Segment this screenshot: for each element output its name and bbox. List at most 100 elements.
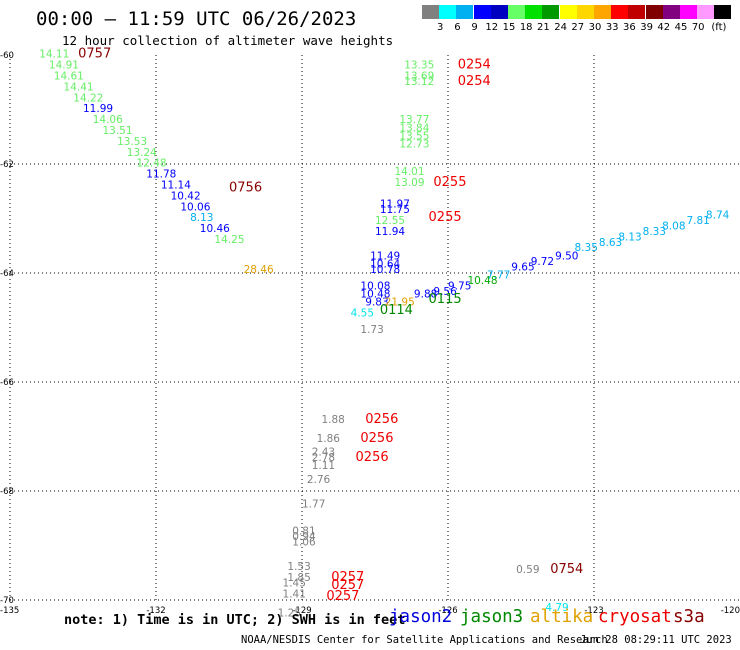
wave-height-value: 7.77 bbox=[487, 269, 510, 281]
wave-height-value: 13.35 bbox=[404, 60, 434, 72]
wave-height-value: 1.25 bbox=[278, 607, 301, 619]
wave-height-value: 11.99 bbox=[83, 103, 113, 115]
wave-height-value: 13.09 bbox=[394, 177, 424, 189]
legend-tick-label: 15 bbox=[502, 22, 516, 33]
latitude-tick-label: -68 bbox=[0, 487, 14, 497]
legend-swatch bbox=[680, 5, 697, 19]
legend-tick-label: 30 bbox=[588, 22, 602, 33]
wave-height-value: 14.01 bbox=[394, 166, 424, 178]
latitude-tick-label: -62 bbox=[0, 160, 14, 170]
pass-time-label: 0256 bbox=[356, 450, 389, 465]
wave-height-value: 28.46 bbox=[244, 264, 274, 276]
wave-height-value: 9.50 bbox=[555, 250, 578, 262]
wave-height-value: 14.11 bbox=[39, 49, 69, 61]
wave-height-value: 14.91 bbox=[49, 60, 79, 72]
legend-swatch bbox=[456, 5, 474, 19]
legend-swatch bbox=[439, 5, 457, 19]
wave-height-value: 1.53 bbox=[287, 561, 310, 573]
satellite-altika-label: altika bbox=[530, 607, 594, 627]
wave-height-value: 8.63 bbox=[599, 237, 622, 249]
legend-swatch bbox=[611, 5, 629, 19]
legend-swatch bbox=[473, 5, 491, 19]
pass-time-label: 0254 bbox=[458, 58, 491, 73]
wave-height-value: 8.08 bbox=[662, 220, 685, 232]
wave-height-value: 0.59 bbox=[516, 564, 539, 576]
wave-height-value: 13.51 bbox=[102, 125, 132, 137]
wave-height-value: 11.94 bbox=[375, 226, 405, 238]
legend-swatch bbox=[714, 5, 732, 19]
wave-height-value: 12.55 bbox=[375, 215, 405, 227]
longitude-tick-label: -132 bbox=[146, 606, 165, 616]
wave-height-value: 10.06 bbox=[180, 201, 210, 213]
legend-swatch bbox=[525, 5, 543, 19]
legend-unit: (ft) bbox=[711, 22, 727, 33]
legend-tick-label: 3 bbox=[437, 22, 444, 33]
wave-height-value: 2.76 bbox=[307, 474, 331, 486]
pass-time-label: 0257 bbox=[331, 578, 364, 593]
pass-time-label: 0256 bbox=[365, 412, 398, 427]
pass-time-label: 0257 bbox=[326, 589, 359, 604]
legend-swatch bbox=[628, 5, 646, 19]
wave-height-value: 9.88 bbox=[414, 289, 437, 301]
wave-height-value: 2.43 bbox=[312, 447, 335, 459]
wave-height-value: 9.65 bbox=[511, 261, 534, 273]
legend-tick-label: 18 bbox=[519, 22, 533, 33]
latitude-tick-label: -64 bbox=[0, 269, 14, 279]
credit-text: NOAA/NESDIS Center for Satellite Applica… bbox=[241, 634, 608, 646]
pass-time-label: 0254 bbox=[458, 74, 491, 89]
wave-height-value: 0.81 bbox=[292, 526, 315, 538]
legend-tick-label: 9 bbox=[471, 22, 478, 33]
legend-swatch bbox=[697, 5, 715, 19]
wave-height-value: 11.97 bbox=[380, 199, 410, 211]
wave-height-value: 8.13 bbox=[190, 212, 213, 224]
wave-height-value: 13.55 bbox=[399, 130, 429, 142]
legend-tick-label: 27 bbox=[571, 22, 585, 33]
wave-height-value: 11.75 bbox=[380, 204, 410, 216]
wave-height-value: 14.06 bbox=[93, 114, 123, 126]
legend-swatch bbox=[508, 5, 525, 19]
wave-height-value: 14.22 bbox=[73, 92, 103, 104]
wave-height-value: 1.45 bbox=[283, 577, 306, 589]
legend-swatch bbox=[559, 5, 577, 19]
wave-height-value: 13.24 bbox=[127, 147, 157, 159]
latitude-tick-label: -70 bbox=[0, 596, 14, 606]
legend-tick-label: 24 bbox=[554, 22, 567, 33]
wave-height-value: 10.46 bbox=[200, 223, 230, 235]
longitude-tick-label: -135 bbox=[0, 606, 19, 616]
axis-labels: -60 -62 -64 -66 -68 -70-135 -132 -129 -126 -123 -1… bbox=[0, 51, 740, 616]
legend-swatch bbox=[490, 5, 508, 19]
legend-tick-label: 21 bbox=[537, 22, 550, 33]
footer-note: note: 1) Time is in UTC; 2) SWH is in fe… bbox=[64, 612, 406, 628]
map-grid bbox=[9, 55, 740, 601]
wave-height-value: 12.48 bbox=[137, 158, 167, 170]
wave-height-value: 13.69 bbox=[404, 71, 434, 83]
legend-tick-label: 42 bbox=[657, 22, 671, 33]
wave-height-value: 8.35 bbox=[575, 242, 598, 254]
wave-height-value: 7.81 bbox=[686, 215, 709, 227]
page-title: 00:00 – 11:59 UTC 06/26/2023 bbox=[36, 8, 357, 30]
wave-height-value: 11.14 bbox=[161, 180, 191, 192]
legend-swatch bbox=[645, 5, 663, 19]
wave-height-value: 14.25 bbox=[214, 234, 244, 246]
wave-height-value: 1.86 bbox=[317, 433, 341, 445]
wave-height-value: 9.75 bbox=[448, 280, 471, 292]
satellite-s3a-label: s3a bbox=[673, 607, 705, 627]
wave-height-value: 11.78 bbox=[146, 169, 176, 181]
wave-height-value: 21.95 bbox=[385, 297, 415, 309]
wave-height-value: 13.84 bbox=[399, 122, 429, 134]
wave-height-value: 1.73 bbox=[360, 324, 383, 336]
wave-height-value: 9.56 bbox=[433, 286, 457, 298]
pass-time-label: 0257 bbox=[331, 570, 364, 585]
longitude-tick-label: -123 bbox=[584, 606, 603, 616]
legend-tick-label: 39 bbox=[640, 22, 653, 33]
wave-height-value: 11.49 bbox=[370, 250, 400, 262]
wave-height-value: 1.11 bbox=[312, 460, 335, 472]
wave-height-value: 1.41 bbox=[283, 588, 306, 600]
wave-height-value: 10.42 bbox=[171, 190, 201, 202]
satellite-jason2-label: jason2 bbox=[389, 607, 453, 627]
legend-swatch bbox=[422, 5, 439, 19]
pass-time-label: 0255 bbox=[433, 175, 466, 190]
legend-swatch bbox=[662, 5, 680, 19]
page-subtitle: 12 hour collection of altimeter wave hei… bbox=[62, 33, 394, 48]
